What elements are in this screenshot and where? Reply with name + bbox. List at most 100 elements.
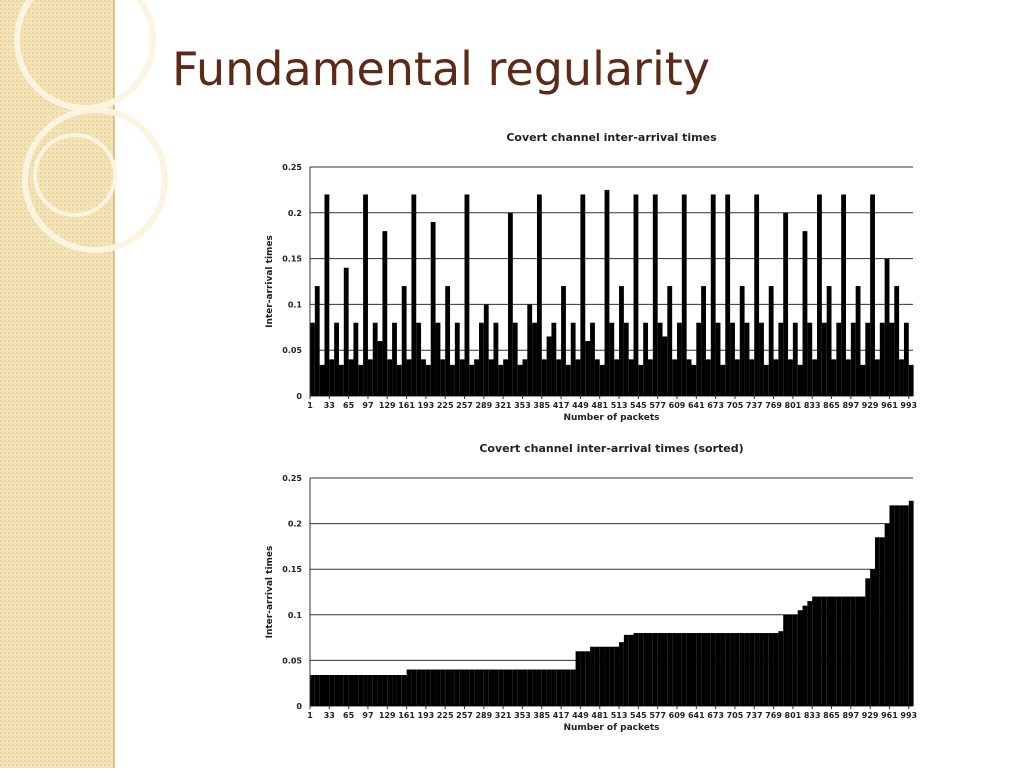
bar (788, 614, 793, 706)
bar (855, 286, 861, 396)
x-tick-label: 897 (842, 401, 859, 410)
x-tick-label: 417 (553, 401, 570, 410)
x-tick-label: 545 (630, 711, 647, 720)
bar (720, 633, 726, 706)
bar (657, 633, 663, 706)
bar (759, 633, 764, 706)
side-band (0, 0, 113, 768)
chart-title: Covert channel inter-arrival times (506, 131, 717, 144)
bar (421, 359, 426, 396)
bar (338, 674, 344, 706)
bar (734, 359, 740, 396)
bar (440, 669, 446, 706)
bar (474, 669, 480, 706)
bar (778, 322, 784, 396)
bar (744, 322, 750, 396)
bar (459, 359, 465, 396)
bar (329, 674, 335, 706)
bar (691, 633, 697, 706)
bar (565, 669, 571, 706)
bar (672, 633, 677, 706)
bar (628, 359, 634, 396)
bar (874, 537, 880, 706)
bar (725, 633, 731, 706)
bar (532, 669, 537, 706)
bar (363, 194, 368, 396)
bar (841, 194, 846, 396)
bar (836, 596, 842, 706)
bar (686, 359, 692, 396)
bar (643, 633, 649, 706)
x-tick-label: 289 (475, 401, 492, 410)
y-tick-label: 0.25 (282, 163, 302, 172)
bar (527, 304, 533, 396)
bar (850, 322, 856, 396)
x-tick-label: 673 (707, 711, 724, 720)
bar (812, 359, 818, 396)
bar (802, 231, 808, 396)
bar (701, 633, 706, 706)
bar (826, 286, 832, 396)
bar (411, 669, 417, 706)
y-tick-label: 0.25 (282, 474, 302, 483)
y-tick-label: 0.15 (282, 255, 302, 264)
bar (705, 633, 711, 706)
bar (522, 359, 528, 396)
bar (353, 674, 359, 706)
x-tick-label: 257 (456, 711, 473, 720)
bar (754, 194, 760, 396)
bar (546, 336, 552, 396)
x-tick-label: 737 (746, 711, 763, 720)
bar (561, 669, 566, 706)
x-tick-label: 993 (900, 401, 917, 410)
bar (329, 359, 335, 396)
bar (652, 194, 658, 396)
bar (425, 669, 431, 706)
x-tick-label: 33 (324, 711, 335, 720)
bar (367, 674, 373, 706)
bar (372, 674, 378, 706)
bar (850, 596, 856, 706)
x-axis-label: Number of packets (563, 723, 659, 733)
bar (802, 605, 808, 706)
bar (556, 359, 562, 396)
bar (522, 669, 528, 706)
x-tick-label: 865 (823, 711, 840, 720)
bar (334, 674, 339, 706)
bar (855, 596, 861, 706)
bar (430, 669, 436, 706)
bar (425, 364, 431, 396)
bar (831, 359, 837, 396)
bar (734, 633, 740, 706)
bar (590, 322, 595, 396)
bar (841, 596, 846, 706)
bar (696, 322, 702, 396)
bar (416, 322, 422, 396)
bar (879, 537, 885, 706)
x-tick-label: 129 (379, 401, 396, 410)
x-tick-label: 417 (553, 711, 570, 720)
bar (440, 359, 446, 396)
decor-circle (33, 133, 117, 217)
bar (652, 633, 658, 706)
bar (846, 359, 851, 396)
x-tick-label: 97 (362, 401, 373, 410)
y-tick-label: 0.05 (282, 656, 302, 665)
x-tick-label: 929 (862, 401, 879, 410)
bar (348, 674, 354, 706)
y-tick-label: 0 (296, 392, 302, 401)
y-tick-label: 0.2 (288, 520, 302, 529)
x-tick-label: 609 (669, 711, 686, 720)
bar (797, 610, 803, 706)
bar (860, 364, 866, 396)
x-tick-label: 321 (495, 711, 512, 720)
x-tick-label: 929 (862, 711, 879, 720)
decor-circle (22, 107, 168, 253)
bar (372, 322, 378, 396)
bar (450, 669, 455, 706)
bar (691, 364, 697, 396)
bar (483, 304, 489, 396)
bar (619, 286, 624, 396)
bar (396, 674, 402, 706)
bar (821, 322, 827, 396)
